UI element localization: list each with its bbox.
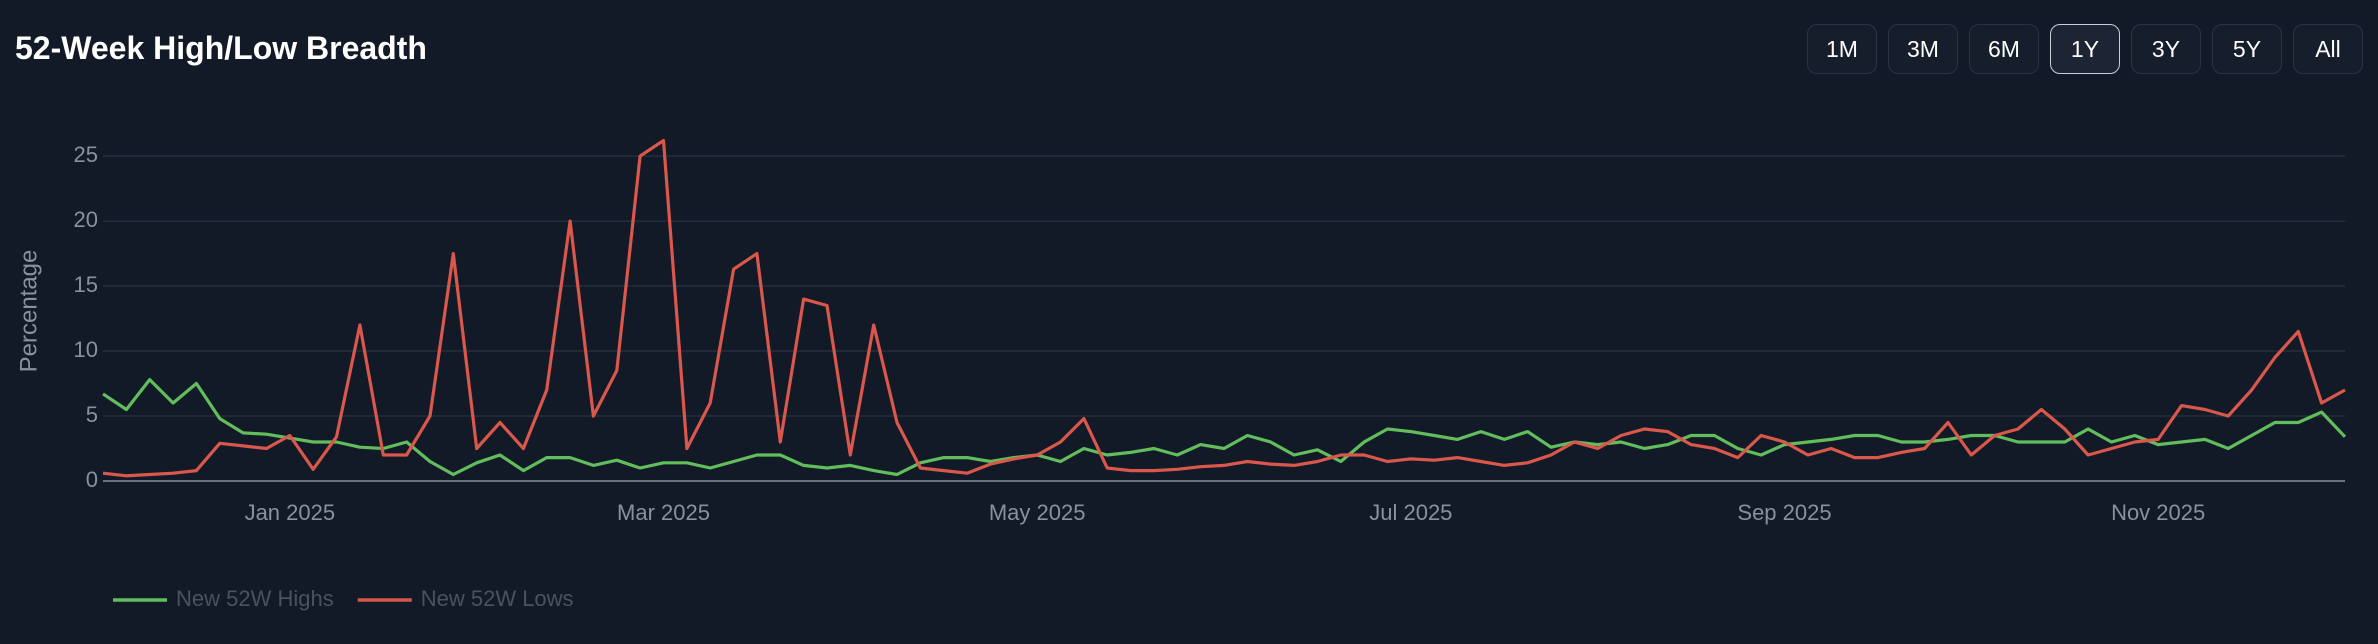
legend-label: New 52W Lows <box>421 586 574 611</box>
y-tick-label: 25 <box>74 142 98 167</box>
range-button[interactable]: 3M <box>1888 24 1958 74</box>
x-tick-label: Sep 2025 <box>1737 500 1831 525</box>
y-tick-label: 20 <box>74 207 98 232</box>
y-axis-label: Percentage <box>15 250 42 373</box>
series-line <box>102 138 2346 478</box>
y-tick-label: 5 <box>86 402 98 427</box>
series-line <box>102 378 2347 477</box>
range-button[interactable]: 3Y <box>2131 24 2201 74</box>
legend-label: New 52W Highs <box>176 586 334 611</box>
range-button[interactable]: 1Y <box>2050 24 2120 74</box>
x-tick-label: Jan 2025 <box>245 500 336 525</box>
x-tick-label: May 2025 <box>989 500 1086 525</box>
x-tick-label: Nov 2025 <box>2111 500 2205 525</box>
range-button[interactable]: 5Y <box>2212 24 2282 74</box>
page-title: 52-Week High/Low Breadth <box>15 30 427 66</box>
y-tick-label: 15 <box>74 272 98 297</box>
x-tick-label: Mar 2025 <box>617 500 710 525</box>
y-tick-label: 10 <box>74 337 98 362</box>
y-tick-label: 0 <box>86 467 98 492</box>
range-button[interactable]: All <box>2293 24 2363 74</box>
range-button[interactable]: 1M <box>1807 24 1877 74</box>
x-tick-label: Jul 2025 <box>1369 500 1452 525</box>
range-buttons: 1M 3M 6M 1Y 3Y 5Y All <box>1807 24 2363 74</box>
range-button[interactable]: 6M <box>1969 24 2039 74</box>
